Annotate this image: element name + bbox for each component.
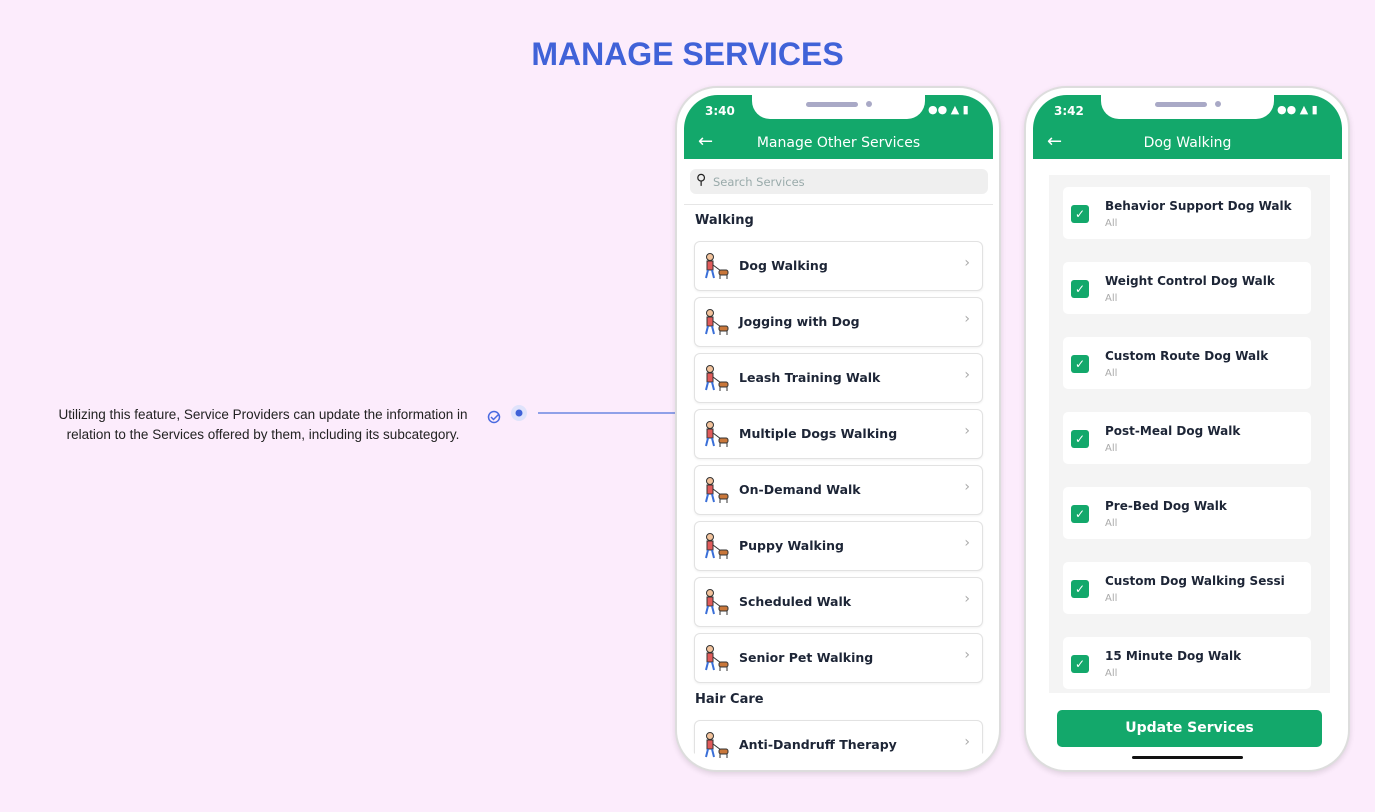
chevron: › xyxy=(964,311,970,327)
service-row[interactable]: Jogging with Dog › xyxy=(694,297,983,347)
chevron: › xyxy=(964,535,970,551)
subservice-scope: All xyxy=(1105,368,1118,379)
checkbox[interactable]: ✓ xyxy=(1071,355,1089,373)
service-row[interactable]: Leash Training Walk › xyxy=(694,353,983,403)
subservice-scope: All xyxy=(1105,443,1118,454)
status-time: 3:42 xyxy=(1054,104,1084,118)
chevron: › xyxy=(964,734,970,750)
divider xyxy=(684,204,993,205)
subservice-card: ✓ Pre-Bed Dog Walk All xyxy=(1063,487,1311,539)
service-name: Multiple Dogs Walking xyxy=(739,426,898,441)
checkbox[interactable]: ✓ xyxy=(1071,655,1089,673)
subservice-name: Weight Control Dog Walk xyxy=(1105,274,1275,288)
subservice-name: 15 Minute Dog Walk xyxy=(1105,649,1242,663)
checkbox[interactable]: ✓ xyxy=(1071,580,1089,598)
subservice-name: Behavior Support Dog Walk xyxy=(1105,199,1292,213)
chevron: › xyxy=(964,479,970,495)
header-title: Dog Walking xyxy=(1143,135,1232,151)
service-name: Puppy Walking xyxy=(739,538,844,553)
subservice-scope: All xyxy=(1105,518,1118,529)
phone-dog-walking: 3:42 ●● ▲ ▮ ← Dog Walking ✓ Behavior Support … xyxy=(1024,86,1350,772)
subservice-card: ✓ Custom Dog Walking Sessi All xyxy=(1063,562,1311,614)
back-button[interactable]: ← xyxy=(698,131,714,152)
status-icons: ●● ▲ ▮ xyxy=(1277,103,1318,116)
service-name: Dog Walking xyxy=(739,258,828,273)
subservice-scope: All xyxy=(1105,293,1118,304)
service-row[interactable]: Multiple Dogs Walking › xyxy=(694,409,983,459)
section-title: Hair Care xyxy=(695,692,764,707)
service-name: Anti-Dandruff Therapy xyxy=(739,737,897,752)
checkbox[interactable]: ✓ xyxy=(1071,505,1089,523)
status-time: 3:40 xyxy=(705,104,735,118)
subservice-card: ✓ Custom Route Dog Walk All xyxy=(1063,337,1311,389)
screen: 3:40 ●● ▲ ▮ ← Manage Other Services ⚲ Search … xyxy=(684,95,993,763)
chevron: › xyxy=(964,255,970,271)
search-placeholder: Search Services xyxy=(713,175,805,189)
service-name: Leash Training Walk xyxy=(739,370,881,385)
subservice-scope: All xyxy=(1105,668,1118,679)
back-button[interactable]: ← xyxy=(1047,131,1063,152)
subservice-name: Post-Meal Dog Walk xyxy=(1105,424,1241,438)
service-row[interactable]: Puppy Walking › xyxy=(694,521,983,571)
subservice-card: ✓ Weight Control Dog Walk All xyxy=(1063,262,1311,314)
subservice-name: Pre-Bed Dog Walk xyxy=(1105,499,1227,513)
header-title: Manage Other Services xyxy=(756,135,921,151)
notch xyxy=(752,95,925,119)
service-row[interactable]: Senior Pet Walking › xyxy=(694,633,983,683)
subservice-card: ✓ Post-Meal Dog Walk All xyxy=(1063,412,1311,464)
subservice-name: Custom Route Dog Walk xyxy=(1105,349,1269,363)
service-row[interactable]: Dog Walking › xyxy=(694,241,983,291)
home-indicator xyxy=(1132,756,1243,759)
chevron: › xyxy=(964,647,970,663)
subservice-scope: All xyxy=(1105,593,1118,604)
service-row[interactable]: Anti-Dandruff Therapy › xyxy=(694,720,983,763)
section-title: Walking xyxy=(695,213,754,228)
checkbox[interactable]: ✓ xyxy=(1071,280,1089,298)
checkbox[interactable]: ✓ xyxy=(1071,205,1089,223)
search-bar[interactable]: ⚲ Search Services xyxy=(690,169,988,194)
screen: 3:42 ●● ▲ ▮ ← Dog Walking ✓ Behavior Support … xyxy=(1033,95,1342,763)
annotation: Utilizing this feature, Service Provider… xyxy=(58,407,468,442)
subservice-card: ✓ 15 Minute Dog Walk All xyxy=(1063,637,1311,689)
subservice-name: Custom Dog Walking Sessi xyxy=(1105,574,1285,588)
update-button[interactable]: Update Services xyxy=(1057,710,1322,747)
subservice-card: ✓ Behavior Support Dog Walk All xyxy=(1063,187,1311,239)
service-name: Scheduled Walk xyxy=(739,594,852,609)
service-row[interactable]: On-Demand Walk › xyxy=(694,465,983,515)
chevron: › xyxy=(964,591,970,607)
status-icons: ●● ▲ ▮ xyxy=(928,103,969,116)
annotation-connector xyxy=(487,405,676,424)
service-name: Senior Pet Walking xyxy=(739,650,874,665)
notch xyxy=(1101,95,1274,119)
chevron: › xyxy=(964,423,970,439)
subservice-scope: All xyxy=(1105,218,1118,229)
chevron: › xyxy=(964,367,970,383)
service-name: On-Demand Walk xyxy=(739,482,861,497)
service-row[interactable]: Scheduled Walk › xyxy=(694,577,983,627)
service-name: Jogging with Dog xyxy=(739,314,860,329)
checkbox[interactable]: ✓ xyxy=(1071,430,1089,448)
page-title: MANAGE SERVICES xyxy=(531,36,844,72)
phone-manage-services: 3:40 ●● ▲ ▮ ← Manage Other Services ⚲ Search … xyxy=(675,86,1001,772)
